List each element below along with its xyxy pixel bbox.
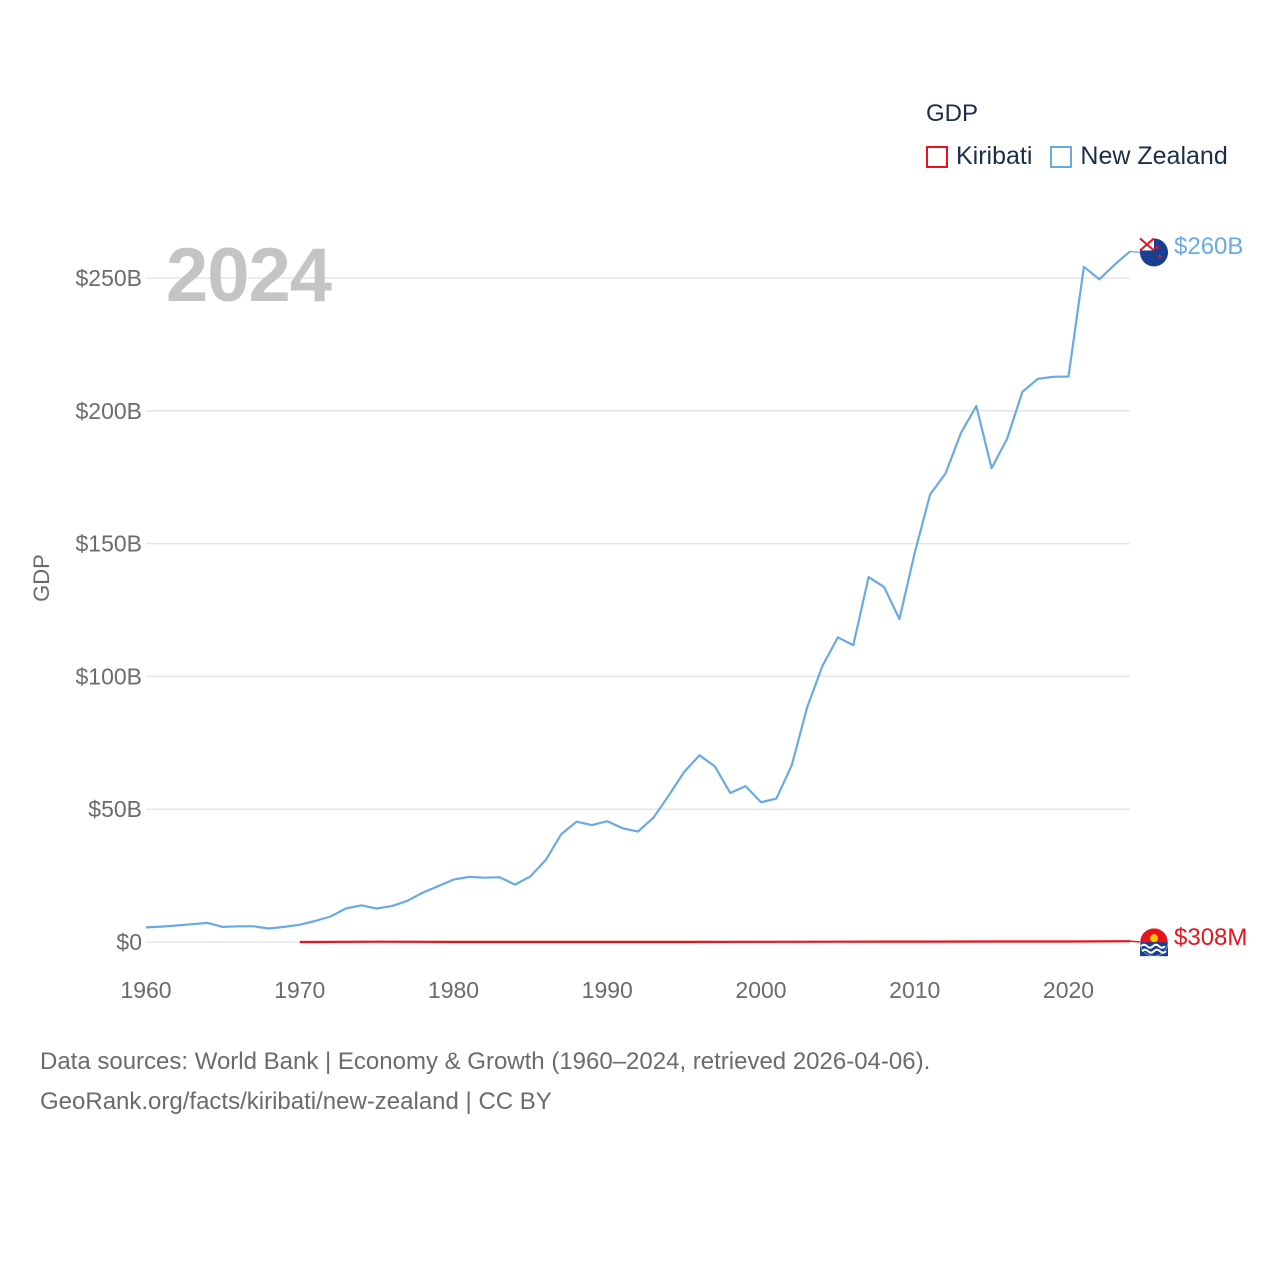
x-tick-label: 1990: [582, 977, 633, 1003]
legend-label-new-zealand: New Zealand: [1080, 142, 1228, 170]
y-axis-label: GDP: [29, 554, 54, 602]
legend-item-new-zealand[interactable]: New Zealand: [1050, 142, 1228, 171]
legend-label-kiribati: Kiribati: [956, 142, 1033, 170]
legend-swatch-kiribati: [926, 145, 948, 168]
footer-line-2: GeoRank.org/facts/kiribati/new-zealand |…: [40, 1088, 552, 1115]
flag-marker-new-zealand: [1139, 237, 1168, 267]
y-tick-label: $0: [116, 929, 142, 955]
legend: Kiribati New Zealand: [926, 142, 1246, 171]
grid-lines: [146, 277, 1130, 943]
series-line-kiribati: [299, 940, 1131, 944]
legend-swatch-new-zealand: [1050, 145, 1073, 168]
y-tick-label: $150B: [75, 531, 142, 557]
end-label-kiribati: $308M: [1174, 924, 1248, 951]
y-tick-label: $250B: [75, 265, 142, 291]
x-tick-label: 1960: [120, 977, 171, 1003]
x-tick-label: 2000: [735, 977, 786, 1003]
legend-item-kiribati[interactable]: Kiribati: [926, 142, 1032, 171]
x-tick-label: 2010: [889, 977, 940, 1003]
x-tick-label: 2020: [1043, 977, 1094, 1003]
legend-title: GDP: [926, 100, 979, 127]
footer-line-1: Data sources: World Bank | Economy & Gro…: [40, 1048, 931, 1075]
y-axis-ticks: $0 $50B $100B $150B $200B $250B: [75, 265, 142, 955]
series-end-markers: [1129, 237, 1169, 957]
x-tick-label: 1980: [428, 977, 479, 1003]
y-tick-label: $200B: [75, 398, 142, 424]
end-connector-new-zealand: [1129, 250, 1143, 254]
end-label-new-zealand: $260B: [1174, 233, 1244, 260]
flag-marker-kiribati: [1139, 927, 1169, 957]
y-tick-label: $100B: [75, 663, 142, 689]
footer-sources: Data sources: World Bank | Economy & Gro…: [40, 1042, 930, 1122]
x-axis-ticks: 1960 1970 1980 1990 2000 2010 2020: [120, 977, 1094, 1003]
series-lines: [145, 250, 1131, 944]
y-tick-label: $50B: [88, 796, 142, 822]
series-line-new-zealand: [145, 250, 1131, 930]
x-tick-label: 1970: [274, 977, 325, 1003]
year-watermark: 2024: [166, 233, 332, 318]
